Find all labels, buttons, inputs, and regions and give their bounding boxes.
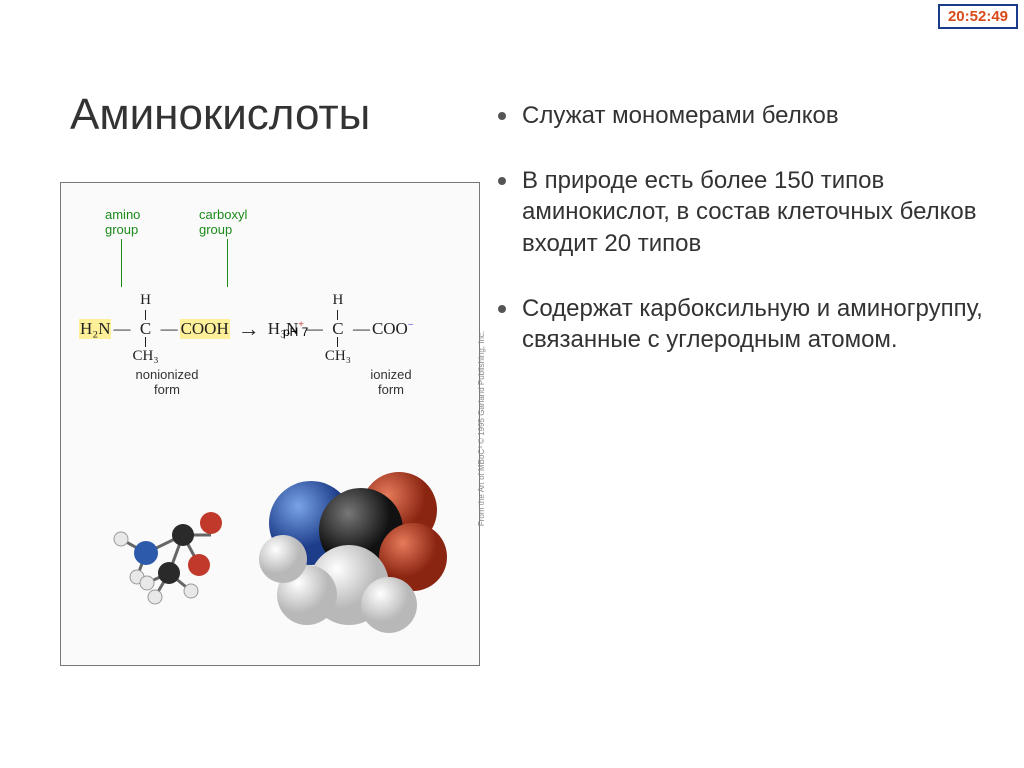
- bond-icon: [337, 337, 338, 347]
- minus-charge: −: [408, 319, 414, 330]
- c-atom: C: [140, 320, 151, 337]
- ph-label: pH 7: [283, 325, 308, 339]
- bullet-dot-icon: [498, 177, 506, 185]
- coo-group: COO−: [372, 319, 414, 339]
- bond-dash: —: [353, 319, 370, 339]
- molecular-models: [71, 455, 469, 655]
- amino-group-label: amino group: [105, 207, 140, 237]
- bullet-list: Служат мономерами белков В природе есть …: [498, 100, 988, 389]
- amino-group-highlight: H₂N: [79, 319, 111, 339]
- ball-stick-model-icon: [91, 475, 251, 635]
- c-atom: C: [332, 320, 343, 337]
- bullet-item: Служат мономерами белков: [498, 100, 988, 131]
- slide-title: Аминокислоты: [70, 90, 370, 140]
- bullet-text: В природе есть более 150 типов аминокисл…: [522, 165, 988, 259]
- central-carbon: H C CH₃: [132, 293, 158, 364]
- bond-dash: —: [113, 319, 130, 339]
- carboxyl-group-highlight: COOH: [180, 319, 230, 339]
- ch3-group: CH₃: [325, 349, 351, 364]
- bond-dash: —: [161, 319, 178, 339]
- h-atom: H: [140, 293, 151, 308]
- ionized-form-label: ionized form: [341, 367, 441, 397]
- chemistry-figure: amino group carboxyl group H₂N — H C CH₃…: [60, 182, 480, 666]
- timestamp-box: 20:52:49: [938, 4, 1018, 29]
- ch3-group: CH₃: [132, 349, 158, 364]
- bullet-text: Содержат карбоксильную и аминогруппу, св…: [522, 293, 988, 355]
- figure-copyright: From the Art of MBoC³ © 1995 Garland Pub…: [477, 331, 486, 526]
- bullet-dot-icon: [498, 305, 506, 313]
- pointer-line-icon: [227, 239, 228, 287]
- timestamp-text: 20:52:49: [948, 8, 1008, 25]
- bullet-item: В природе есть более 150 типов аминокисл…: [498, 165, 988, 259]
- formula-nonionized: H₂N — H C CH₃ — COOH → H₃N+ — H C: [79, 293, 413, 364]
- bullet-dot-icon: [498, 112, 506, 120]
- bond-icon: [145, 337, 146, 347]
- bullet-item: Содержат карбоксильную и аминогруппу, св…: [498, 293, 988, 355]
- carboxyl-group-label: carboxyl group: [199, 207, 247, 237]
- nonionized-form-label: nonionized form: [117, 367, 217, 397]
- bond-dash: —: [306, 319, 323, 339]
- coo-text: COO: [372, 319, 408, 338]
- pointer-line-icon: [121, 239, 122, 287]
- reaction-arrow-icon: →: [238, 316, 260, 342]
- h-atom: H: [332, 293, 343, 308]
- central-carbon: H C CH₃: [325, 293, 351, 364]
- structural-formulas: amino group carboxyl group H₂N — H C CH₃…: [71, 193, 469, 413]
- space-filling-model-icon: [249, 455, 449, 655]
- bullet-text: Служат мономерами белков: [522, 100, 839, 131]
